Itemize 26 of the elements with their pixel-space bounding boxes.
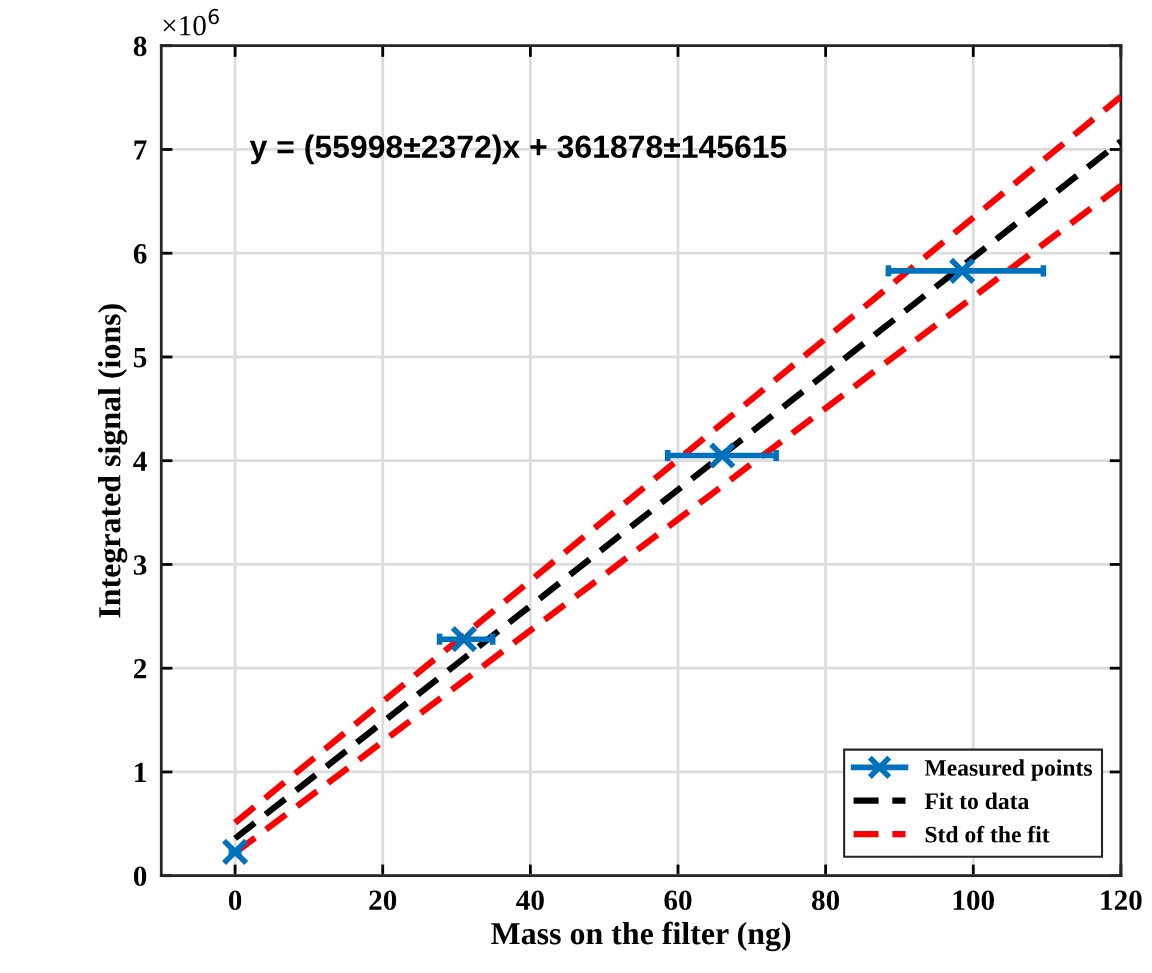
x-tick-label: 60 (664, 890, 692, 911)
legend-label: Measured points (924, 759, 1092, 781)
y-tick-label: 4 (133, 451, 147, 471)
x-tick-label: 20 (369, 890, 397, 911)
y-tick-label: 6 (133, 244, 147, 264)
point (948, 256, 977, 285)
y-tick-label: 0 (133, 866, 147, 887)
x-tick-label: 40 (516, 890, 544, 911)
point (708, 441, 737, 470)
y-axis-title: Integrated signal (ions) (98, 304, 128, 618)
y-tick-label: 3 (133, 555, 147, 575)
legend-label: Std of the fit (925, 825, 1050, 843)
annotation: y = (55998±2372)x + 361878±145615 (249, 134, 787, 165)
legend-label: Fit to data (924, 792, 1029, 810)
y-tick-label: 8 (133, 36, 147, 57)
x-axis-title: Mass on the filter (ng) (491, 921, 791, 952)
x-tick-label: 80 (812, 890, 840, 911)
y-tick-label: 7 (134, 140, 147, 160)
text: ×10$^{6}$ (163, 8, 219, 36)
y-tick-label: 5 (133, 347, 147, 368)
y-tick-label: 1 (135, 762, 146, 783)
y-tick-label: 2 (134, 659, 147, 679)
x-tick-label: 100 (953, 890, 995, 911)
x-tick-label: 120 (1101, 890, 1142, 911)
x-tick-label: 0 (228, 890, 242, 911)
point (450, 625, 478, 654)
